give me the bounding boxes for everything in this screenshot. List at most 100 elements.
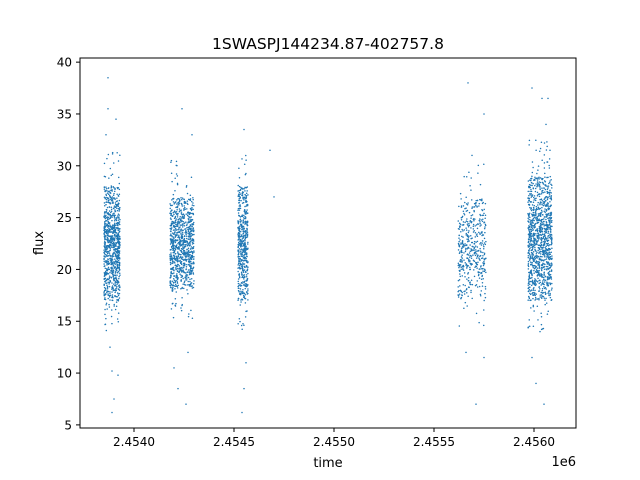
data-point — [535, 218, 537, 220]
data-point — [239, 239, 241, 242]
data-point — [536, 181, 539, 183]
data-point — [477, 274, 480, 277]
data-point — [112, 202, 114, 204]
data-point — [183, 235, 186, 238]
data-point — [173, 224, 175, 227]
data-point — [535, 240, 538, 243]
data-point — [532, 245, 535, 248]
data-point — [193, 221, 195, 224]
data-point — [189, 280, 191, 283]
data-point — [546, 254, 548, 256]
data-point — [237, 282, 240, 285]
data-point — [178, 221, 181, 223]
data-point — [111, 224, 114, 226]
data-point — [172, 281, 175, 284]
data-point — [186, 192, 189, 195]
data-point — [118, 275, 120, 278]
data-point — [187, 211, 190, 213]
data-point — [176, 208, 178, 211]
data-point — [244, 285, 246, 287]
data-point — [118, 188, 121, 191]
data-point — [117, 300, 120, 302]
data-point — [108, 210, 111, 212]
data-point — [112, 264, 115, 267]
data-point — [103, 186, 106, 188]
data-point — [106, 287, 109, 290]
outlier-point — [465, 351, 467, 354]
data-point — [243, 284, 245, 286]
data-point — [532, 305, 535, 308]
data-point — [545, 302, 548, 304]
data-point — [530, 190, 533, 193]
data-point — [174, 221, 176, 223]
data-point — [184, 271, 186, 274]
data-point — [113, 246, 115, 249]
data-point — [539, 177, 542, 179]
data-point — [548, 227, 550, 229]
data-point — [548, 282, 550, 284]
data-point — [108, 194, 111, 197]
data-point — [474, 284, 477, 287]
data-point — [175, 223, 177, 226]
data-point — [547, 271, 550, 274]
data-point — [481, 275, 483, 278]
data-point — [540, 315, 543, 318]
data-point — [543, 142, 546, 144]
data-point — [112, 275, 114, 278]
data-point — [532, 288, 535, 290]
data-point — [539, 279, 541, 281]
data-point — [463, 272, 466, 274]
data-point — [116, 257, 118, 259]
data-point — [478, 257, 480, 259]
data-point — [549, 180, 551, 182]
y-axis-label: flux — [32, 231, 47, 255]
data-point — [117, 227, 120, 230]
data-point — [117, 271, 119, 274]
data-point — [105, 220, 108, 222]
data-point — [465, 232, 468, 235]
data-point — [180, 268, 182, 270]
outlier-point — [541, 97, 543, 100]
data-point — [178, 230, 181, 233]
data-point — [104, 234, 106, 237]
data-point — [174, 281, 176, 284]
data-point — [468, 252, 471, 254]
data-point — [118, 261, 120, 264]
data-point — [466, 223, 469, 225]
data-point — [465, 248, 467, 251]
data-point — [548, 270, 551, 273]
data-point — [539, 251, 541, 253]
data-point — [106, 286, 109, 289]
data-point — [241, 243, 243, 245]
data-point — [532, 219, 534, 222]
data-point — [176, 183, 179, 186]
data-point — [117, 294, 120, 297]
data-point — [112, 194, 115, 197]
data-point — [462, 268, 464, 271]
data-point — [543, 271, 545, 274]
data-point — [107, 190, 110, 193]
data-point — [474, 245, 477, 247]
data-point — [116, 299, 118, 301]
data-point — [237, 297, 240, 300]
data-point — [461, 241, 464, 243]
data-point — [459, 251, 461, 253]
y-tick-label: 30 — [57, 159, 72, 173]
data-point — [245, 196, 248, 199]
data-point — [107, 211, 109, 214]
data-point — [551, 219, 553, 222]
data-point — [239, 244, 242, 247]
data-point — [532, 243, 534, 246]
data-point — [110, 174, 112, 177]
data-point — [240, 246, 242, 248]
data-point — [187, 218, 190, 221]
data-point — [185, 228, 187, 230]
data-point — [111, 287, 114, 289]
data-point — [192, 230, 194, 233]
data-point — [115, 261, 118, 263]
data-point — [188, 216, 191, 218]
data-point — [172, 267, 174, 269]
data-point — [191, 317, 194, 319]
data-point — [186, 249, 188, 251]
data-point — [240, 252, 242, 255]
